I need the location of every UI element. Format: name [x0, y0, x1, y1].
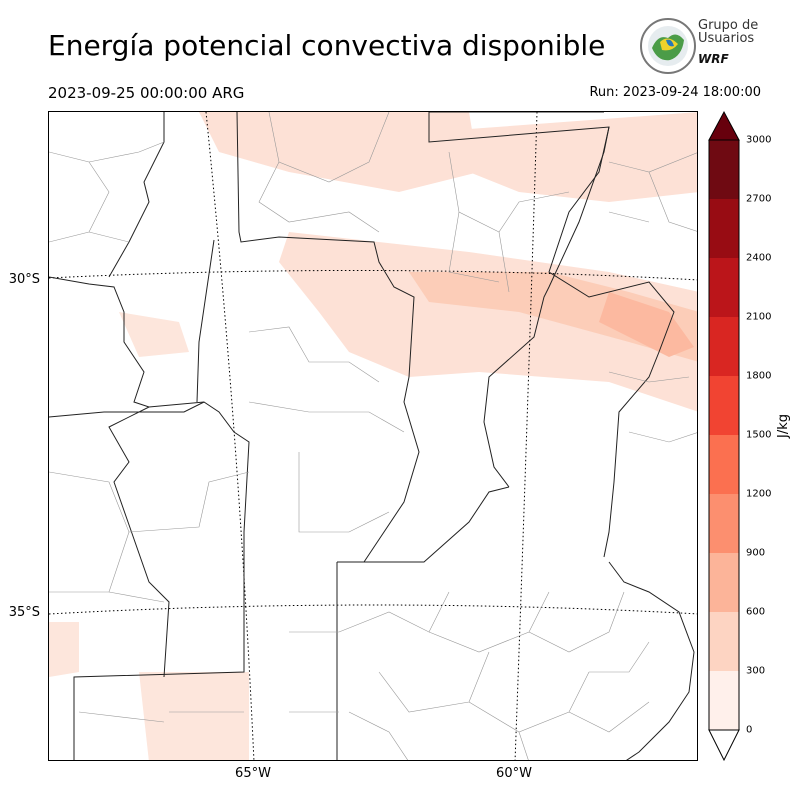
colorbar-tick-label: 2400	[746, 252, 772, 264]
colorbar-tick-label: 1200	[746, 488, 772, 500]
lon-label-65w: 65°W	[235, 766, 271, 781]
colorbar-segment	[709, 671, 739, 730]
colorbar-tick-label: 300	[746, 665, 766, 677]
logo-line-1: Grupo de	[698, 18, 759, 33]
colorbar-segments	[709, 140, 739, 730]
colorbar-under-arrow	[708, 729, 740, 762]
lat-label-30s: 30°S	[8, 272, 40, 287]
globe-icon	[640, 18, 696, 74]
wrf-logo: Grupo de Usuarios WRF	[638, 16, 763, 76]
colorbar-segment	[709, 258, 739, 317]
colorbar-tick-label: 1500	[746, 429, 772, 441]
department-boundaries	[49, 112, 697, 760]
colorbar-segment	[709, 435, 739, 494]
colorbar-unit-label: J/kg	[776, 414, 791, 438]
graticule	[49, 112, 697, 760]
colorbar-segment	[709, 494, 739, 553]
colorbar-tick-label: 1800	[746, 370, 772, 382]
logo-line-2: Usuarios	[698, 31, 755, 46]
colorbar-segment	[709, 553, 739, 612]
province-boundaries	[49, 112, 675, 760]
chart-title: Energía potencial convectiva disponible	[48, 29, 606, 62]
cape-map[interactable]	[48, 111, 698, 761]
colorbar	[708, 110, 740, 762]
run-time: Run: 2023-09-24 18:00:00	[589, 85, 761, 100]
colorbar-segment	[709, 317, 739, 376]
lat-label-35s: 35°S	[8, 605, 40, 620]
colorbar-tick-label: 2700	[746, 193, 772, 205]
lon-label-60w: 60°W	[496, 766, 532, 781]
logo-wrf: WRF	[698, 52, 729, 66]
colorbar-tick-label: 600	[746, 606, 766, 618]
colorbar-tick-label: 2100	[746, 311, 772, 323]
colorbar-tick-label: 3000	[746, 134, 772, 146]
colorbar-segment	[709, 612, 739, 671]
colorbar-segment	[709, 199, 739, 258]
colorbar-tick-label: 900	[746, 547, 766, 559]
colorbar-tick-label: 0	[746, 724, 753, 736]
colorbar-over-arrow	[708, 110, 740, 141]
colorbar-frame	[708, 139, 740, 731]
map-canvas	[49, 112, 697, 760]
colorbar-segment	[709, 376, 739, 435]
cape-shading	[49, 112, 697, 760]
colorbar-segment	[709, 140, 739, 199]
coastline	[608, 561, 695, 760]
valid-time: 2023-09-25 00:00:00 ARG	[48, 84, 245, 102]
